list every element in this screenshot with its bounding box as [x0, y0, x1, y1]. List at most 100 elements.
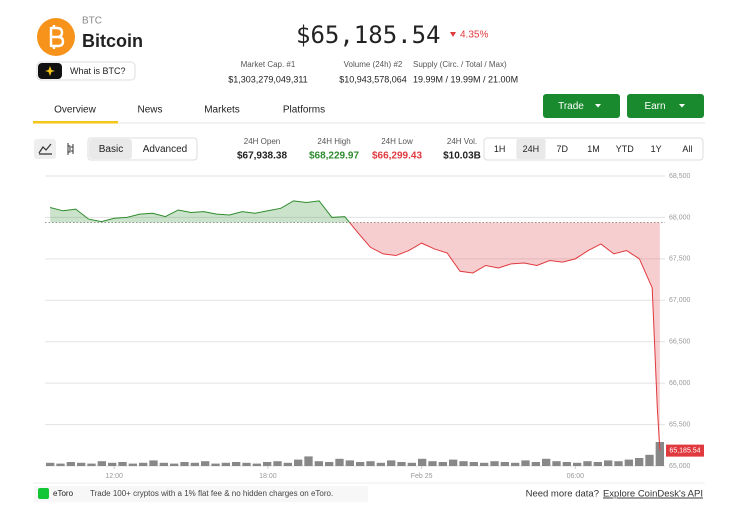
- volume-bar: [428, 461, 437, 466]
- ad-brand: eToro: [53, 489, 74, 498]
- volume-bar: [407, 462, 416, 466]
- last-price-tag: [666, 444, 704, 457]
- ohlc-value: $10.03B: [443, 151, 481, 162]
- x-tick-label: 18:00: [259, 473, 277, 480]
- range[interactable]: All: [682, 144, 692, 154]
- volume-bar: [542, 458, 551, 466]
- volume-bar: [221, 462, 230, 466]
- x-tick-label: 06:00: [567, 473, 585, 480]
- price-change: 4.35%: [460, 30, 488, 41]
- volume-bar: [283, 462, 292, 466]
- volume-bar: [180, 462, 189, 466]
- volume-bar: [573, 462, 582, 466]
- volume-bar: [552, 461, 561, 466]
- volume-bar: [149, 460, 158, 466]
- coin-name: Bitcoin: [82, 31, 143, 51]
- sparkle: [45, 66, 55, 76]
- volume-bar: [583, 461, 592, 466]
- volume-bar: [128, 463, 137, 466]
- volume-bar: [118, 462, 127, 466]
- volume-bar: [480, 462, 489, 466]
- price-line: [49, 200, 661, 451]
- logo-glyph: [49, 25, 65, 49]
- volume-bar: [211, 463, 220, 466]
- volume-bar: [335, 458, 344, 466]
- volume-bar: [201, 461, 210, 466]
- line-icon: [38, 143, 52, 155]
- tab-underline: [33, 121, 118, 124]
- volume-bar: [263, 462, 272, 466]
- candle-icon[interactable]: [67, 143, 74, 155]
- tab[interactable]: News: [137, 105, 162, 116]
- ohlc-label: 24H High: [317, 137, 350, 146]
- volume-bar: [252, 463, 261, 466]
- volume-bar: [397, 462, 406, 466]
- range[interactable]: 1H: [494, 144, 506, 154]
- volume-bar: [46, 462, 55, 466]
- y-tick-label: 67,500: [669, 256, 691, 263]
- button-bg: [627, 94, 704, 118]
- volume-bar: [314, 461, 323, 466]
- y-tick-label: 66,000: [669, 380, 691, 387]
- caret: [679, 104, 685, 108]
- volume-bar: [66, 462, 75, 466]
- stat-label: Volume (24h) #2: [344, 60, 403, 69]
- volume-bar: [345, 460, 354, 466]
- y-tick-label: 65,000: [669, 463, 691, 470]
- tab[interactable]: Markets: [204, 105, 240, 116]
- volume-bar: [418, 458, 427, 466]
- ad-text: Trade 100+ cryptos with a 1% flat fee & …: [90, 489, 333, 498]
- range[interactable]: 24H: [523, 144, 540, 154]
- volume-bar: [469, 462, 478, 466]
- volume-bar: [366, 461, 375, 466]
- volume-bar: [139, 462, 148, 466]
- volume-bar: [521, 460, 530, 466]
- ad-logo: [38, 488, 49, 499]
- stat-value: $10,943,578,064: [339, 74, 407, 84]
- tab[interactable]: Overview: [54, 105, 96, 116]
- down-arrow: [450, 32, 456, 37]
- volume-bar: [593, 462, 602, 466]
- volume-bar: [325, 462, 334, 466]
- volume-bar: [500, 462, 509, 466]
- volume-bar: [356, 462, 365, 466]
- volume-bar: [232, 462, 241, 466]
- range[interactable]: 1Y: [651, 144, 662, 154]
- volume-bar: [97, 461, 106, 466]
- mode[interactable]: Advanced: [143, 144, 187, 155]
- y-tick-label: 65,500: [669, 421, 691, 428]
- symbol: BTC: [82, 16, 102, 27]
- stat-value: 19.99M / 19.99M / 21.00M: [413, 74, 518, 84]
- ohlc-value: $66,299.43: [372, 151, 422, 162]
- range[interactable]: 7D: [556, 144, 568, 154]
- caret: [595, 104, 601, 108]
- volume-bar: [635, 458, 644, 466]
- action-button[interactable]: Earn: [627, 94, 704, 118]
- api-link[interactable]: Explore CoinDesk's API: [603, 489, 703, 500]
- price: $65,185.54: [296, 21, 441, 49]
- what-is-button[interactable]: What is BTC?: [36, 61, 136, 81]
- ohlc-label: 24H Low: [381, 137, 413, 146]
- volume-bar: [604, 460, 613, 466]
- range[interactable]: YTD: [616, 144, 635, 154]
- volume-bar: [645, 454, 654, 466]
- volume-bar: [273, 461, 282, 466]
- range[interactable]: 1M: [587, 144, 600, 154]
- tab[interactable]: Platforms: [283, 105, 325, 116]
- stat-label: Market Cap. #1: [241, 60, 296, 69]
- ohlc-value: $67,938.38: [237, 151, 287, 162]
- price-chart: 65,000 65,500 66,000 66,500 67,000 67,500 68,0…: [45, 173, 704, 480]
- ad-bar[interactable]: [34, 486, 368, 502]
- what-is-text: What is BTC?: [70, 66, 126, 76]
- action-button[interactable]: Trade: [543, 94, 620, 118]
- x-tick-label: Feb 25: [411, 473, 433, 480]
- mode-active: [89, 139, 132, 159]
- button-label: Earn: [644, 101, 665, 112]
- volume-bar: [562, 462, 571, 466]
- volume-bar: [459, 461, 468, 466]
- view-toggle: [34, 137, 198, 161]
- mode[interactable]: Basic: [99, 144, 123, 155]
- stat-label: Supply (Circ. / Total / Max): [413, 60, 507, 69]
- y-tick-label: 67,000: [669, 297, 691, 304]
